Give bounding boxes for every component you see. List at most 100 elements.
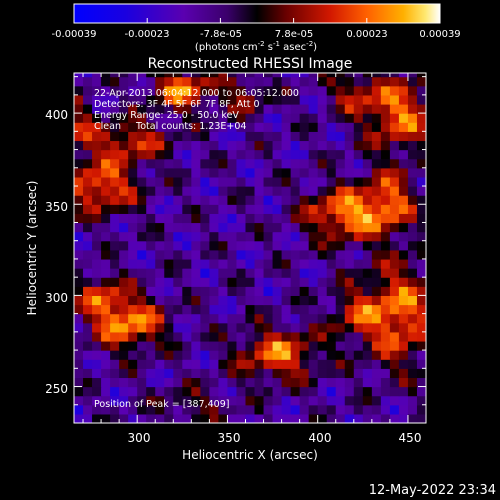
heatmap-cell (227, 350, 238, 360)
heatmap-cell (407, 322, 418, 333)
heatmap-cell (263, 386, 274, 397)
heatmap-cell (416, 131, 426, 142)
heatmap-cell (281, 368, 292, 379)
heatmap-cell (227, 94, 238, 105)
heatmap-cell (263, 158, 274, 169)
heatmap-cell (209, 76, 220, 87)
colorbar-tick-label: 7.8e-05 (275, 29, 313, 40)
heatmap-cell (362, 176, 373, 187)
heatmap-cell (182, 103, 192, 114)
heatmap-cell (254, 222, 265, 233)
heatmap-cell (290, 340, 301, 351)
heatmap-cell (335, 94, 346, 105)
heatmap-cell (227, 313, 238, 324)
heatmap-cell (398, 76, 409, 87)
heatmap-cell (398, 304, 409, 315)
heatmap-cell (137, 277, 147, 287)
heatmap-cell (281, 195, 292, 205)
heatmap-cell (209, 368, 220, 379)
heatmap-cell (218, 73, 229, 78)
heatmap-cell (380, 295, 391, 306)
heatmap-cell (191, 73, 201, 78)
heatmap-cell (227, 258, 238, 269)
heatmap-cell (398, 131, 409, 142)
heatmap-cell (380, 140, 391, 151)
heatmap-cell (380, 395, 391, 406)
heatmap-cell (218, 350, 229, 360)
heatmap-cell (398, 213, 409, 224)
heatmap-cell (362, 313, 373, 324)
heatmap-cell (137, 213, 147, 224)
heatmap-cell (137, 413, 147, 423)
heatmap-cell (218, 304, 229, 315)
heatmap-cell (344, 149, 355, 160)
heatmap-cell (263, 359, 274, 369)
heatmap-cell (74, 350, 84, 360)
heatmap-cell (227, 149, 238, 160)
heatmap-cell (353, 231, 364, 242)
heatmap-cell (191, 85, 201, 96)
heatmap-cell (137, 122, 147, 132)
heatmap-cell (407, 213, 418, 224)
heatmap-cell (254, 213, 265, 224)
heatmap-cell (74, 268, 84, 278)
heatmap-cell (407, 186, 418, 196)
heatmap-cell (164, 167, 174, 178)
heatmap-cell (146, 359, 156, 369)
heatmap-cell (308, 295, 319, 306)
heatmap-cell (371, 359, 382, 369)
heatmap-cell (83, 359, 93, 369)
heatmap-cell (83, 286, 93, 296)
heatmap-cell (74, 404, 84, 415)
heatmap-cell (416, 195, 426, 205)
heatmap-cell (371, 313, 382, 324)
heatmap-cell (164, 340, 174, 351)
heatmap-cell (200, 322, 210, 333)
heatmap-cell (335, 113, 346, 123)
heatmap-cell (335, 377, 346, 388)
heatmap-cell (164, 304, 174, 315)
heatmap-cell (155, 131, 165, 142)
heatmap-cell (218, 268, 229, 278)
heatmap-cell (92, 249, 102, 260)
heatmap-cell (182, 277, 192, 287)
heatmap-cell (389, 140, 400, 151)
heatmap-cell (182, 213, 192, 224)
heatmap-cell (281, 167, 292, 178)
heatmap-cell (74, 313, 84, 324)
heatmap-cell (155, 113, 165, 123)
heatmap-cell (173, 377, 183, 388)
heatmap-cell (164, 122, 174, 132)
heatmap-cell (209, 213, 220, 224)
heatmap-cell (362, 295, 373, 306)
heatmap-cell (209, 195, 220, 205)
heatmap-cell (353, 395, 364, 406)
heatmap-cell (407, 304, 418, 315)
heatmap-cell (389, 122, 400, 132)
heatmap-cell (146, 149, 156, 160)
heatmap-cell (299, 240, 310, 251)
heatmap-cell (218, 85, 229, 96)
heatmap-cell (200, 350, 210, 360)
heatmap-cell (146, 113, 156, 123)
heatmap-cell (281, 204, 292, 214)
heatmap-cell (110, 94, 120, 105)
heatmap-cell (344, 331, 355, 342)
heatmap-cell (380, 331, 391, 342)
heatmap-cell (362, 258, 373, 269)
heatmap-cell (236, 258, 247, 269)
heatmap-cell (236, 231, 247, 242)
heatmap-cell (74, 167, 84, 178)
heatmap-cell (326, 377, 337, 388)
heatmap-cell (416, 331, 426, 342)
heatmap-cell (335, 295, 346, 306)
heatmap-cell (164, 222, 174, 233)
heatmap-cell (101, 258, 111, 269)
heatmap-cell (389, 350, 400, 360)
heatmap-cell (398, 186, 409, 196)
heatmap-cell (380, 167, 391, 178)
heatmap-cell (191, 76, 201, 87)
heatmap-cell (407, 73, 418, 78)
heatmap-cell (182, 404, 192, 415)
heatmap-cell (182, 331, 192, 342)
